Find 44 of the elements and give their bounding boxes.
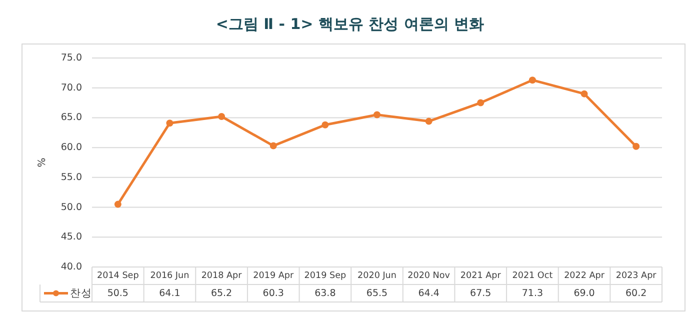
point bbox=[114, 200, 122, 208]
x-tick-label: 2019 Sep bbox=[304, 270, 346, 281]
point bbox=[322, 121, 329, 128]
x-tick-label: 2020 Jun bbox=[358, 270, 396, 281]
text: 64.4 bbox=[418, 288, 440, 299]
x-tick-label: 2019 Apr bbox=[253, 270, 294, 281]
point bbox=[580, 90, 588, 98]
point bbox=[528, 76, 536, 84]
point bbox=[166, 120, 174, 127]
x-tick-label: 2021 Oct bbox=[512, 270, 554, 281]
point bbox=[270, 142, 277, 150]
text: 67.5 bbox=[470, 288, 492, 299]
text: 65.2 bbox=[210, 288, 232, 299]
text: 65.5 bbox=[366, 288, 388, 299]
y-tick-label: 40.0 bbox=[60, 262, 82, 272]
x-tick-label: 2020 Nov bbox=[408, 270, 450, 281]
text: 71.3 bbox=[522, 288, 544, 299]
y-tick-label: 55.0 bbox=[60, 172, 82, 183]
text: 50.5 bbox=[107, 288, 128, 299]
point bbox=[218, 113, 226, 120]
x-tick-label: 2021 Apr bbox=[460, 270, 502, 281]
text: 60.3 bbox=[262, 288, 284, 299]
y-tick-label: 50.0 bbox=[60, 202, 82, 213]
legend-label: 찬성 bbox=[70, 287, 92, 300]
x-tick-label: 2018 Apr bbox=[201, 270, 242, 281]
point bbox=[477, 99, 484, 106]
y-tick-label: 75.0 bbox=[60, 52, 82, 64]
x-tick-label: 2016 Jun bbox=[150, 270, 190, 281]
point bbox=[632, 142, 640, 150]
text: 63.8 bbox=[314, 288, 336, 299]
text: 69.0 bbox=[574, 288, 595, 299]
point bbox=[374, 111, 380, 118]
x-tick-label: 2022 Apr bbox=[564, 270, 605, 281]
y-tick-label: 60.0 bbox=[60, 142, 82, 154]
y-axis-title: % bbox=[37, 158, 48, 168]
text: 60.2 bbox=[626, 288, 647, 299]
x-tick-label: 2023 Apr bbox=[616, 270, 657, 281]
y-tick-label: 70.0 bbox=[60, 82, 82, 94]
point bbox=[425, 118, 432, 125]
y-tick-label: 45.0 bbox=[60, 232, 82, 243]
y-tick-label: 65.0 bbox=[60, 112, 82, 124]
chart-title: <그림 Ⅱ - 1> 핵보유 찬성 여론의 변화 bbox=[216, 15, 484, 33]
text: 64.1 bbox=[159, 288, 180, 299]
x-tick-label: 2014 Sep bbox=[97, 270, 140, 281]
